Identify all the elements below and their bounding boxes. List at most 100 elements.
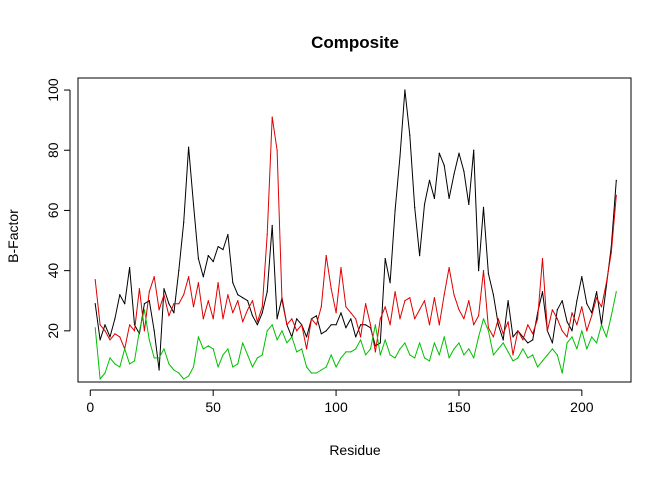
data-point [355, 336, 357, 338]
data-point [443, 294, 445, 296]
data-point [119, 336, 121, 338]
data-point [143, 303, 145, 305]
data-point [138, 330, 140, 332]
data-point [129, 324, 131, 326]
data-point [423, 357, 426, 359]
data-point [492, 294, 494, 296]
data-point [409, 134, 411, 136]
data-point [438, 152, 440, 154]
data-point [561, 372, 563, 374]
data-point [482, 270, 485, 272]
data-point [129, 267, 131, 269]
data-point [266, 330, 268, 332]
data-point [251, 300, 254, 302]
data-point [217, 246, 219, 248]
data-point [320, 333, 322, 335]
data-point [281, 300, 283, 302]
plot-frame [77, 77, 632, 383]
data-point [502, 339, 504, 341]
data-point [207, 255, 209, 257]
y-axis: 20 40 60 80 100 [45, 78, 71, 339]
data-point [109, 336, 111, 338]
data-point [414, 206, 416, 208]
data-point [168, 303, 170, 305]
y-tick-label: 40 [45, 263, 61, 279]
x-tick-label: 200 [570, 399, 594, 415]
data-point [325, 366, 327, 368]
data-point [438, 324, 440, 326]
data-point [433, 342, 435, 344]
data-point [222, 318, 224, 320]
data-point [487, 327, 489, 329]
data-point [183, 221, 185, 224]
data-point [261, 306, 263, 308]
data-point [551, 342, 554, 344]
data-point [168, 363, 170, 365]
data-point [443, 164, 445, 166]
data-point [124, 348, 126, 350]
data-point [448, 357, 450, 359]
data-point [168, 315, 170, 317]
data-point [365, 303, 367, 305]
data-point [497, 348, 499, 350]
data-point [414, 318, 416, 320]
data-point [561, 330, 563, 332]
data-point [453, 294, 455, 296]
data-point [556, 309, 558, 311]
data-point [296, 318, 298, 320]
data-point [527, 342, 529, 344]
data-point [188, 375, 190, 377]
data-point [291, 336, 293, 338]
data-point [212, 318, 214, 320]
series-3 [94, 291, 617, 380]
data-point [596, 297, 598, 299]
data-point [276, 149, 278, 151]
data-point [109, 339, 111, 341]
data-point [222, 249, 224, 251]
data-point [468, 203, 470, 205]
data-point [148, 339, 150, 341]
data-point [369, 348, 372, 350]
data-point [114, 333, 116, 335]
data-point [502, 333, 504, 335]
y-tick-label: 80 [45, 142, 61, 158]
data-point [581, 330, 583, 332]
data-point [512, 336, 514, 338]
data-point [487, 273, 489, 275]
data-point [419, 309, 421, 311]
data-point [522, 348, 524, 350]
data-point [404, 342, 406, 344]
data-point [320, 306, 322, 308]
data-point [517, 357, 519, 359]
data-point [340, 357, 342, 359]
data-point [266, 291, 268, 293]
data-point [109, 357, 111, 359]
data-point [512, 360, 514, 362]
data-point [566, 342, 568, 344]
data-point [296, 330, 298, 332]
data-point [482, 318, 485, 320]
data-point [306, 366, 308, 368]
chart-title: Composite [311, 33, 399, 52]
data-point [99, 378, 101, 380]
data-point [158, 357, 160, 359]
data-point [355, 348, 357, 350]
data-point [374, 351, 376, 353]
data-point [428, 179, 431, 181]
data-point [232, 366, 234, 368]
data-point [301, 348, 303, 350]
data-point [379, 354, 381, 356]
data-point [158, 309, 160, 311]
data-point [266, 233, 268, 236]
data-point [497, 318, 499, 320]
data-point [374, 345, 376, 347]
data-point [419, 342, 421, 344]
data-point [310, 372, 313, 374]
data-point [600, 306, 603, 308]
data-point [242, 297, 244, 299]
x-tick-label: 0 [86, 399, 94, 415]
series-layer [94, 89, 617, 380]
data-point [188, 146, 190, 148]
